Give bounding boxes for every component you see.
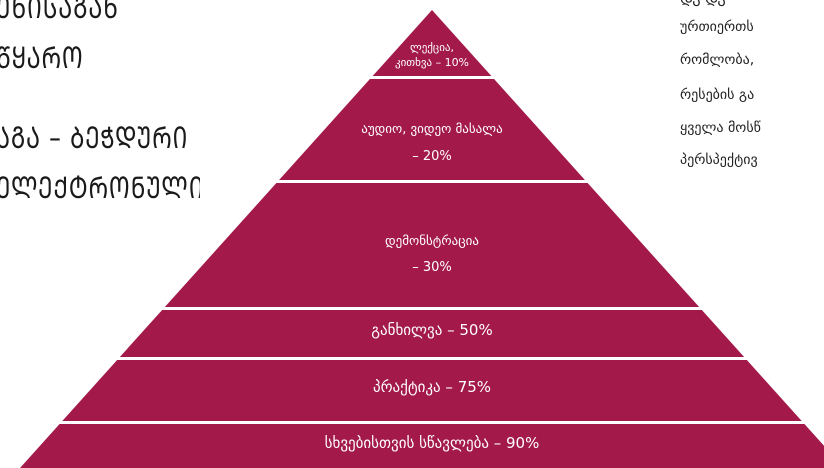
left-text-block: ᲔᲜᲘᲡᲐᲒᲐᲜ ᲬᲧᲐᲠᲝ ᲐᲒᲐ – ᲑᲔᲭᲓᲣᲠᲘ ᲔᲚᲔᲥᲢᲠᲝᲜᲣᲚᲘ… xyxy=(0,0,200,468)
pyramid-tier-3-label-line-2: – 30% xyxy=(412,260,452,275)
right-text-line-3: რომლობა, xyxy=(680,52,755,68)
pyramid-tier-4-label-line-1: განხილვა – 50% xyxy=(371,321,492,339)
right-text-line-2: ურთიერთს xyxy=(680,19,754,35)
right-text-block: ᲓᲐ ᲓᲐ ურთიერთს რომლობა, რესების გა ყველა… xyxy=(680,0,824,468)
pyramid-tier-2-label-line-1: აუდიო, ვიდეო მასალა xyxy=(361,122,502,137)
right-text-line-4: რესების გა xyxy=(680,87,755,103)
pyramid-tier-6-label-line-1: სხვებისთვის სწავლება – 90% xyxy=(325,434,540,452)
pyramid-labels: ლექცია, კითხვა – 10% აუდიო, ვიდეო მასალა – … xyxy=(325,41,540,452)
pyramid-tier-4 xyxy=(119,310,745,357)
left-text-line-2: ᲬᲧᲐᲠᲝ xyxy=(0,41,84,76)
pyramid-tier-3 xyxy=(164,183,700,307)
pyramid-tier-2 xyxy=(279,79,585,180)
left-text-line-4: ᲔᲚᲔᲥᲢᲠᲝᲜᲣᲚᲘ. xyxy=(0,171,200,206)
left-text-line-3: ᲐᲒᲐ – ᲑᲔᲭᲓᲣᲠᲘ xyxy=(0,121,189,156)
pyramid-tier-1 xyxy=(372,10,492,76)
left-text-line-1: ᲔᲜᲘᲡᲐᲒᲐᲜ xyxy=(0,0,119,26)
pyramid-tier-6 xyxy=(20,424,824,468)
pyramid-tier-1-label-line-2: კითხვა – 10% xyxy=(395,56,469,69)
pyramid-tier-1-label-line-1: ლექცია, xyxy=(410,41,454,54)
pyramid-tier-5 xyxy=(62,360,802,421)
pyramid-tiers xyxy=(20,10,824,468)
pyramid-tier-5-label-line-1: პრაქტიკა – 75% xyxy=(373,378,491,396)
right-text-line-6: პერსპექტივ xyxy=(680,152,758,168)
pyramid-tier-3-label-line-1: დემონსტრაცია xyxy=(385,234,479,249)
pyramid-tier-2-label-line-2: – 20% xyxy=(412,149,452,164)
right-text-line-1: ᲓᲐ ᲓᲐ xyxy=(680,0,726,10)
right-text-line-5: ყველა მოსწ xyxy=(680,120,761,136)
